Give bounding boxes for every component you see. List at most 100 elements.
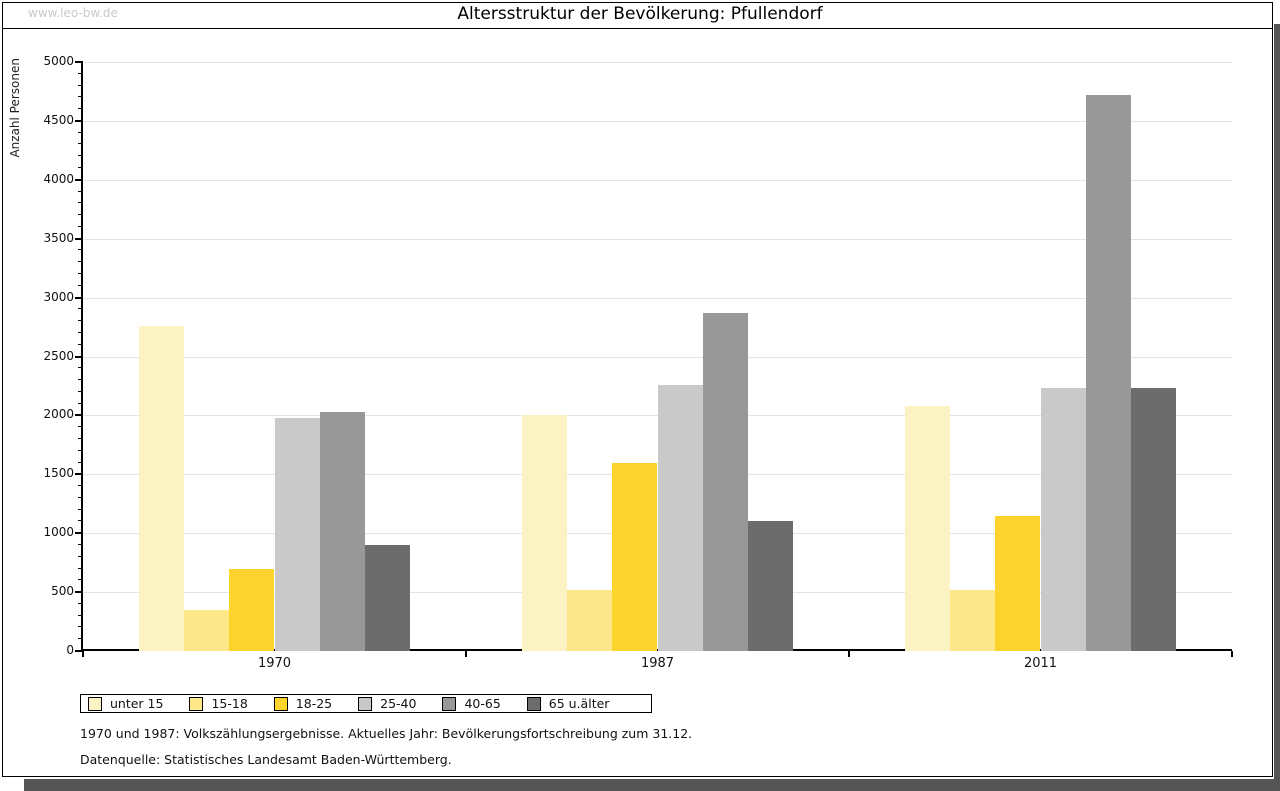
legend-label: unter 15 xyxy=(110,696,164,711)
bar xyxy=(702,312,748,651)
bar xyxy=(1040,388,1086,651)
legend-swatch-icon xyxy=(88,696,102,711)
x-tick-label: 1987 xyxy=(640,656,675,671)
y-minor-tick xyxy=(78,568,83,569)
bar xyxy=(747,521,794,651)
y-minor-tick xyxy=(78,155,83,156)
legend-label: 18-25 xyxy=(295,696,333,711)
y-minor-tick xyxy=(78,638,83,639)
y-major-tick xyxy=(75,297,83,299)
gridline xyxy=(84,239,1232,240)
x-boundary-tick xyxy=(82,651,84,657)
legend-label: 25-40 xyxy=(380,696,417,711)
legend-item: 25-40 xyxy=(358,696,416,711)
y-tick-label: 1000 xyxy=(43,525,74,539)
y-tick-label: 500 xyxy=(51,584,74,598)
legend-swatch-icon xyxy=(442,696,457,711)
bar xyxy=(184,609,230,651)
x-boundary-tick xyxy=(848,651,850,657)
y-minor-tick xyxy=(78,191,83,192)
y-minor-tick xyxy=(78,285,83,286)
y-tick-label: 1500 xyxy=(43,466,74,480)
bar xyxy=(1130,388,1177,651)
y-major-tick xyxy=(75,179,83,181)
y-minor-tick xyxy=(78,273,83,274)
y-tick-label: 4000 xyxy=(43,172,74,186)
y-minor-tick xyxy=(78,308,83,309)
chart-page: www.leo-bw.de Altersstruktur der Bevölke… xyxy=(2,2,1273,777)
watermark: www.leo-bw.de xyxy=(28,6,118,20)
y-minor-tick xyxy=(78,73,83,74)
y-tick-label: 3500 xyxy=(43,231,74,245)
page-shadow-bottom xyxy=(24,779,1280,791)
y-tick-label: 2500 xyxy=(43,349,74,363)
y-major-tick xyxy=(75,591,83,593)
y-tick-label: 4500 xyxy=(43,113,74,127)
y-axis-line xyxy=(81,62,83,652)
page-title: Altersstruktur der Bevölkerung: Pfullend… xyxy=(457,4,823,24)
y-minor-tick xyxy=(78,603,83,604)
y-minor-tick xyxy=(78,108,83,109)
y-minor-tick xyxy=(78,202,83,203)
y-minor-tick xyxy=(78,132,83,133)
y-minor-tick xyxy=(78,320,83,321)
y-minor-tick xyxy=(78,261,83,262)
y-tick-label: 0 xyxy=(66,643,74,657)
y-minor-tick xyxy=(78,462,83,463)
y-major-tick xyxy=(75,532,83,534)
bar xyxy=(229,568,275,651)
legend-item: 18-25 xyxy=(273,696,333,711)
legend-label: 65 u.älter xyxy=(548,696,610,711)
y-minor-tick xyxy=(78,96,83,97)
y-minor-tick xyxy=(78,214,83,215)
y-minor-tick xyxy=(78,615,83,616)
legend-swatch-icon xyxy=(273,696,288,711)
y-minor-tick xyxy=(78,379,83,380)
gridline xyxy=(84,180,1232,181)
y-minor-tick xyxy=(78,167,83,168)
gridline xyxy=(84,298,1232,299)
header-divider xyxy=(2,28,1273,29)
x-tick-label: 1970 xyxy=(257,656,292,671)
bar xyxy=(274,417,320,651)
legend-item: 15-18 xyxy=(189,696,248,711)
y-minor-tick xyxy=(78,497,83,498)
y-minor-tick xyxy=(78,438,83,439)
y-major-tick xyxy=(75,356,83,358)
x-tick-label: 2011 xyxy=(1023,656,1058,671)
y-minor-tick xyxy=(78,485,83,486)
bar xyxy=(612,462,658,651)
footnote-line-2: Datenquelle: Statistisches Landesamt Bad… xyxy=(80,752,452,767)
legend-item: 65 u.älter xyxy=(526,696,610,711)
y-minor-tick xyxy=(78,579,83,580)
legend-label: 40-65 xyxy=(464,696,501,711)
bar xyxy=(364,544,411,651)
legend: unter 15 15-18 18-25 25-40 40-65 65 u.äl… xyxy=(80,694,652,713)
y-minor-tick xyxy=(78,249,83,250)
gridline xyxy=(84,357,1232,358)
y-minor-tick xyxy=(78,450,83,451)
gridline xyxy=(84,62,1232,63)
bar xyxy=(904,405,951,651)
y-major-tick xyxy=(75,414,83,416)
y-axis-label: Anzahl Personen xyxy=(8,58,22,158)
y-minor-tick xyxy=(78,332,83,333)
bar xyxy=(521,415,568,651)
bar xyxy=(1085,94,1131,651)
y-minor-tick xyxy=(78,391,83,392)
bar xyxy=(950,589,996,651)
y-major-tick xyxy=(75,120,83,122)
y-major-tick xyxy=(75,473,83,475)
legend-item: 40-65 xyxy=(442,696,501,711)
y-major-tick xyxy=(75,238,83,240)
bar xyxy=(319,411,365,651)
legend-swatch-icon xyxy=(189,696,204,711)
bar xyxy=(138,325,185,651)
legend-swatch-icon xyxy=(358,696,373,711)
y-minor-tick xyxy=(78,367,83,368)
y-minor-tick xyxy=(78,544,83,545)
y-minor-tick xyxy=(78,403,83,404)
legend-swatch-icon xyxy=(526,696,541,711)
y-minor-tick xyxy=(78,426,83,427)
